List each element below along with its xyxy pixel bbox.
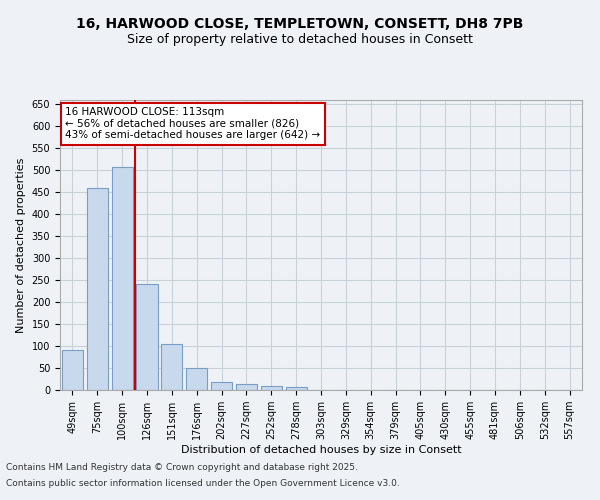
Text: Contains public sector information licensed under the Open Government Licence v3: Contains public sector information licen… <box>6 478 400 488</box>
Bar <box>236 384 257 390</box>
Bar <box>286 388 307 390</box>
Y-axis label: Number of detached properties: Number of detached properties <box>16 158 26 332</box>
Text: 16 HARWOOD CLOSE: 113sqm
← 56% of detached houses are smaller (826)
43% of semi-: 16 HARWOOD CLOSE: 113sqm ← 56% of detach… <box>65 108 320 140</box>
Bar <box>87 188 108 390</box>
Text: 16, HARWOOD CLOSE, TEMPLETOWN, CONSETT, DH8 7PB: 16, HARWOOD CLOSE, TEMPLETOWN, CONSETT, … <box>76 18 524 32</box>
Bar <box>112 167 133 390</box>
Bar <box>62 350 83 390</box>
X-axis label: Distribution of detached houses by size in Consett: Distribution of detached houses by size … <box>181 445 461 455</box>
Text: Contains HM Land Registry data © Crown copyright and database right 2025.: Contains HM Land Registry data © Crown c… <box>6 464 358 472</box>
Bar <box>211 382 232 390</box>
Bar <box>161 344 182 390</box>
Text: Size of property relative to detached houses in Consett: Size of property relative to detached ho… <box>127 32 473 46</box>
Bar <box>186 368 207 390</box>
Bar <box>261 386 282 390</box>
Bar <box>136 284 158 390</box>
